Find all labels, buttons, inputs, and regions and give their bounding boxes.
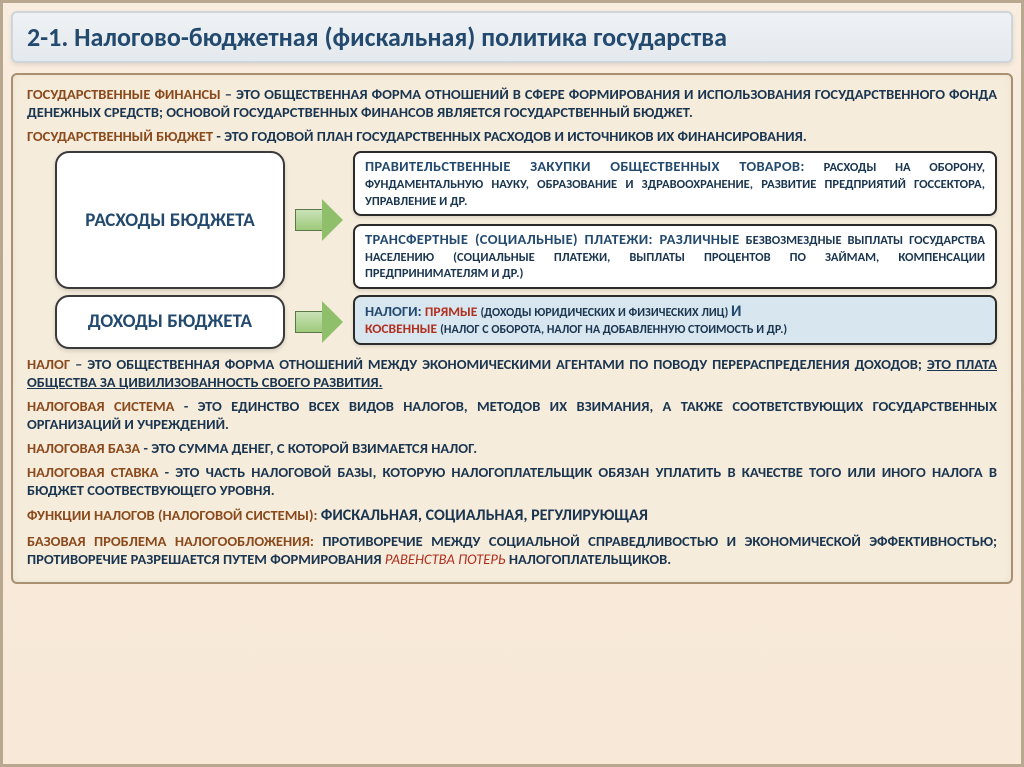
taxbox-nalogi: НАЛОГИ: bbox=[365, 302, 425, 320]
expense-box-1-lead: ПРАВИТЕЛЬСТВЕННЫЕ ЗАКУПКИ ОБЩЕСТВЕННЫХ Т… bbox=[365, 157, 805, 175]
flow-income: ДОХОДЫ БЮДЖЕТА НАЛОГИ: ПРЯМЫЕ (ДОХОДЫ ЮР… bbox=[55, 295, 997, 349]
body-nalog-a: – ЭТО ОБЩЕСТВЕННАЯ ФОРМА ОТНОШЕНИЙ МЕЖДУ… bbox=[75, 355, 927, 373]
term-gf: ГОСУДАРСТВЕННЫЕ ФИНАНСЫ bbox=[27, 85, 221, 103]
term-nst: НАЛОГОВАЯ СТАВКА bbox=[27, 463, 159, 481]
content-panel: ГОСУДАРСТВЕННЫЕ ФИНАНСЫ – ЭТО ОБЩЕСТВЕНН… bbox=[11, 73, 1013, 584]
taxbox-i: И bbox=[731, 302, 741, 321]
income-label: ДОХОДЫ БЮДЖЕТА bbox=[55, 295, 285, 349]
taxbox-kosv-det: (НАЛОГ С ОБОРОТА, НАЛОГ НА ДОБАВЛЕННУЮ С… bbox=[440, 323, 787, 337]
term-nalog: НАЛОГ bbox=[27, 355, 70, 373]
income-label-text: ДОХОДЫ БЮДЖЕТА bbox=[88, 310, 252, 333]
def-gb: ГОСУДАРСТВЕННЫЙ БЮДЖЕТ - ЭТО ГОДОВОЙ ПЛА… bbox=[27, 127, 997, 145]
term-gb: ГОСУДАРСТВЕННЫЙ БЮДЖЕТ bbox=[27, 127, 213, 145]
term-fn: ФУНКЦИИ НАЛОГОВ (НАЛОГОВОЙ СИСТЕМЫ): bbox=[27, 506, 321, 524]
expense-box-2-lead: ТРАНСФЕРТНЫЕ (СОЦИАЛЬНЫЕ) ПЛАТЕЖИ: РАЗЛИ… bbox=[365, 230, 739, 248]
def-fn: ФУНКЦИИ НАЛОГОВ (НАЛОГОВОЙ СИСТЕМЫ): ФИС… bbox=[27, 506, 997, 526]
flow-expenses: РАСХОДЫ БЮДЖЕТА ПРАВИТЕЛЬСТВЕННЫЕ ЗАКУПК… bbox=[55, 151, 997, 288]
taxbox-pryamye-det: (ДОХОДЫ ЮРИДИЧЕСКИХ И ФИЗИЧЕСКИХ ЛИЦ) bbox=[480, 306, 731, 320]
def-nb: НАЛОГОВАЯ БАЗА - ЭТО СУММА ДЕНЕГ, С КОТО… bbox=[27, 439, 997, 457]
def-gf: ГОСУДАРСТВЕННЫЕ ФИНАНСЫ – ЭТО ОБЩЕСТВЕНН… bbox=[27, 85, 997, 121]
expense-box-1: ПРАВИТЕЛЬСТВЕННЫЕ ЗАКУПКИ ОБЩЕСТВЕННЫХ Т… bbox=[353, 151, 997, 216]
term-ns: НАЛОГОВАЯ СИСТЕМА bbox=[27, 397, 174, 415]
expenses-label: РАСХОДЫ БЮДЖЕТА bbox=[55, 151, 285, 288]
income-stack: НАЛОГИ: ПРЯМЫЕ (ДОХОДЫ ЮРИДИЧЕСКИХ И ФИЗ… bbox=[353, 295, 997, 349]
expenses-label-text: РАСХОДЫ БЮДЖЕТА bbox=[85, 209, 254, 232]
def-ns: НАЛОГОВАЯ СИСТЕМА - ЭТО ЕДИНСТВО ВСЕХ ВИ… bbox=[27, 397, 997, 433]
title-header: 2-1. Налогово-бюджетная (фискальная) пол… bbox=[11, 11, 1013, 63]
taxbox-pryamye: ПРЯМЫЕ bbox=[425, 303, 481, 320]
expense-box-2: ТРАНСФЕРТНЫЕ (СОЦИАЛЬНЫЕ) ПЛАТЕЖИ: РАЗЛИ… bbox=[353, 224, 997, 289]
arrow-income-wrap bbox=[295, 295, 343, 349]
def-bp: БАЗОВАЯ ПРОБЛЕМА НАЛОГООБЛОЖЕНИЯ: ПРОТИВ… bbox=[27, 532, 997, 568]
body-nb: - ЭТО СУММА ДЕНЕГ, С КОТОРОЙ ВЗИМАЕТСЯ Н… bbox=[143, 439, 477, 457]
def-nst: НАЛОГОВАЯ СТАВКА - ЭТО ЧАСТЬ НАЛОГОВОЙ Б… bbox=[27, 463, 997, 499]
taxbox-kosv: КОСВЕННЫЕ bbox=[365, 320, 440, 337]
income-tax-box: НАЛОГИ: ПРЯМЫЕ (ДОХОДЫ ЮРИДИЧЕСКИХ И ФИЗ… bbox=[353, 295, 997, 345]
body-bp-hl: РАВЕНСТВА ПОТЕРЬ bbox=[385, 550, 506, 568]
def-nalog: НАЛОГ – ЭТО ОБЩЕСТВЕННАЯ ФОРМА ОТНОШЕНИЙ… bbox=[27, 355, 997, 391]
arrow-right-icon bbox=[295, 301, 343, 343]
body-gb: - ЭТО ГОДОВОЙ ПЛАН ГОСУДАРСТВЕННЫХ РАСХО… bbox=[216, 127, 806, 145]
body-fn: ФИСКАЛЬНАЯ, СОЦИАЛЬНАЯ, РЕГУЛИРУЮЩАЯ bbox=[321, 506, 648, 525]
page-title: 2-1. Налогово-бюджетная (фискальная) пол… bbox=[27, 21, 997, 53]
term-nb: НАЛОГОВАЯ БАЗА bbox=[27, 439, 140, 457]
expenses-stack: ПРАВИТЕЛЬСТВЕННЫЕ ЗАКУПКИ ОБЩЕСТВЕННЫХ Т… bbox=[353, 151, 997, 288]
term-bp: БАЗОВАЯ ПРОБЛЕМА НАЛОГООБЛОЖЕНИЯ: bbox=[27, 532, 314, 550]
arrow-expenses-wrap bbox=[295, 151, 343, 288]
body-nst: - ЭТО ЧАСТЬ НАЛОГОВОЙ БАЗЫ, КОТОРУЮ НАЛО… bbox=[27, 463, 997, 499]
arrow-right-icon bbox=[295, 199, 343, 241]
body-bp-b: НАЛОГОПЛАТЕЛЬЩИКОВ. bbox=[509, 550, 671, 568]
